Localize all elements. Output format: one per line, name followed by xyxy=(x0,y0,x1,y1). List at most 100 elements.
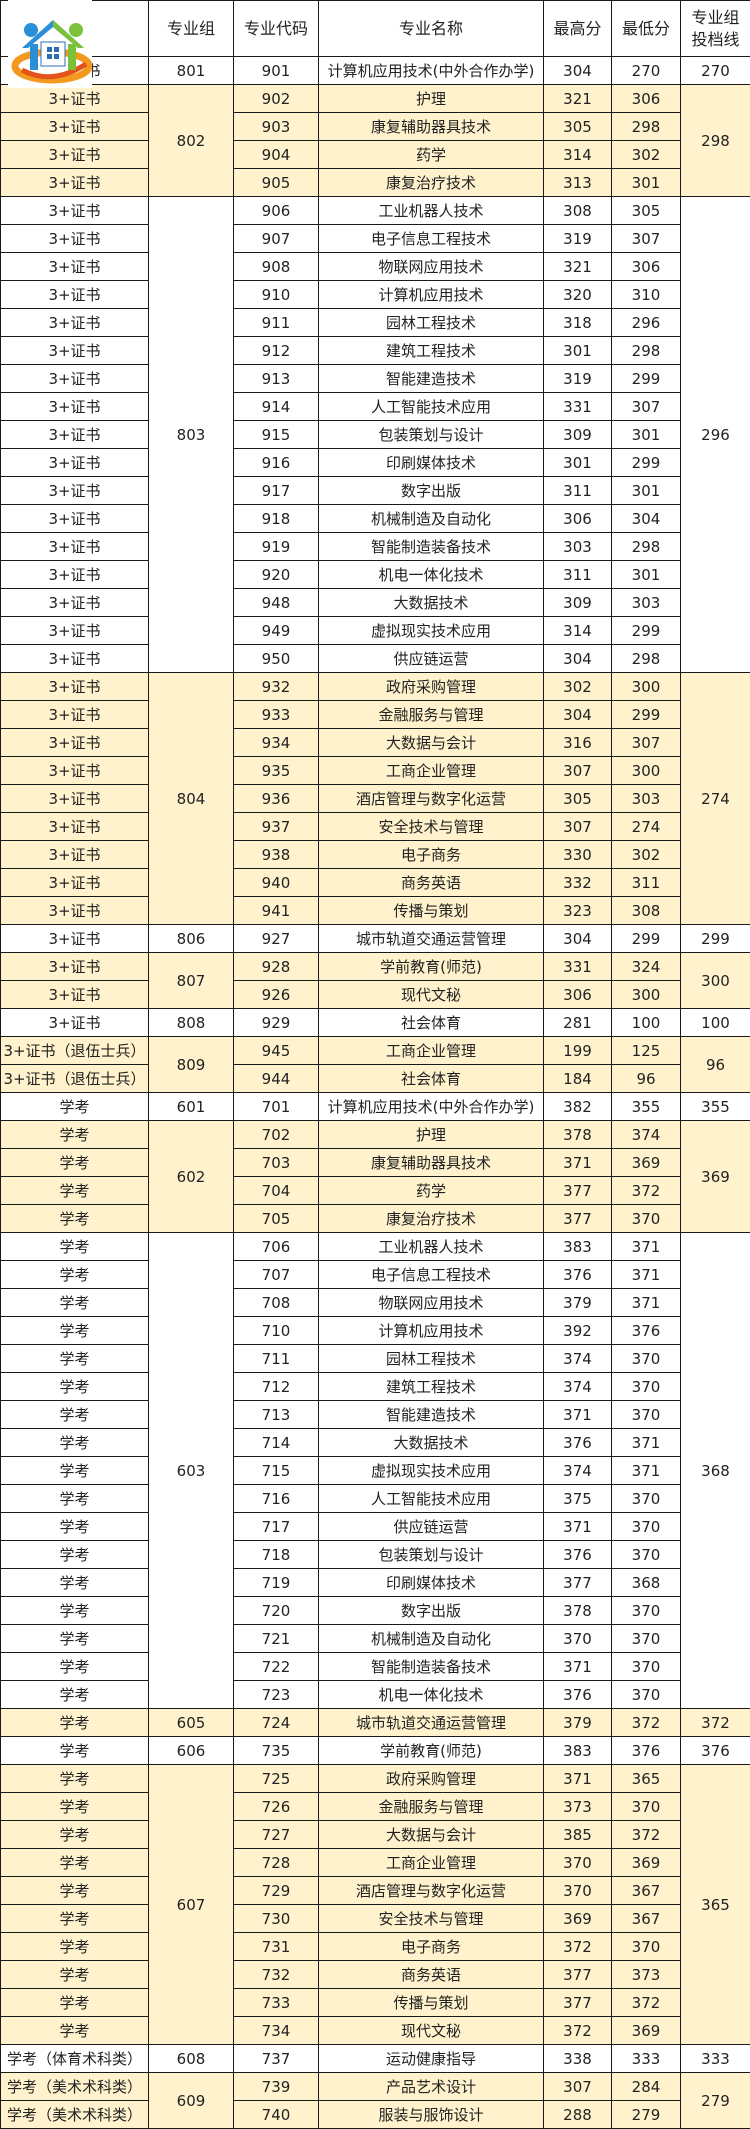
max-score-cell: 319 xyxy=(544,365,612,393)
major-name-cell: 药学 xyxy=(319,141,544,169)
min-score-cell: 274 xyxy=(612,813,681,841)
major-name-cell: 酒店管理与数字化运营 xyxy=(319,1877,544,1905)
min-score-cell: 370 xyxy=(612,1513,681,1541)
max-score-cell: 374 xyxy=(544,1345,612,1373)
group-cell: 803 xyxy=(149,197,234,673)
min-score-cell: 306 xyxy=(612,85,681,113)
code-cell: 941 xyxy=(234,897,319,925)
major-name-cell: 学前教育(师范) xyxy=(319,953,544,981)
category-cell: 学考 xyxy=(1,1821,149,1849)
category-cell: 3+证书 xyxy=(1,729,149,757)
max-score-cell: 379 xyxy=(544,1289,612,1317)
max-score-cell: 332 xyxy=(544,869,612,897)
major-name-cell: 服装与服饰设计 xyxy=(319,2101,544,2129)
code-cell: 707 xyxy=(234,1261,319,1289)
category-cell: 学考 xyxy=(1,1345,149,1373)
max-score-cell: 301 xyxy=(544,337,612,365)
cutoff-cell: 300 xyxy=(681,953,750,1009)
min-score-cell: 369 xyxy=(612,2017,681,2045)
min-score-cell: 307 xyxy=(612,393,681,421)
max-score-cell: 377 xyxy=(544,1569,612,1597)
max-score-cell: 303 xyxy=(544,533,612,561)
code-cell: 907 xyxy=(234,225,319,253)
code-cell: 929 xyxy=(234,1009,319,1037)
max-score-cell: 378 xyxy=(544,1121,612,1149)
code-cell: 945 xyxy=(234,1037,319,1065)
max-score-cell: 306 xyxy=(544,505,612,533)
category-cell: 学考 xyxy=(1,1373,149,1401)
min-score-cell: 370 xyxy=(612,1597,681,1625)
code-cell: 703 xyxy=(234,1149,319,1177)
min-score-cell: 372 xyxy=(612,1989,681,2017)
min-score-cell: 300 xyxy=(612,757,681,785)
max-score-cell: 372 xyxy=(544,2017,612,2045)
code-cell: 948 xyxy=(234,589,319,617)
min-score-cell: 296 xyxy=(612,309,681,337)
max-score-cell: 376 xyxy=(544,1541,612,1569)
min-score-cell: 299 xyxy=(612,617,681,645)
category-cell: 学考 xyxy=(1,1933,149,1961)
group-cell: 804 xyxy=(149,673,234,925)
major-name-cell: 机电一体化技术 xyxy=(319,561,544,589)
group-cell: 606 xyxy=(149,1737,234,1765)
min-score-cell: 370 xyxy=(612,1653,681,1681)
code-cell: 944 xyxy=(234,1065,319,1093)
category-cell: 学考 xyxy=(1,1121,149,1149)
category-cell: 学考 xyxy=(1,1793,149,1821)
category-cell: 3+证书 xyxy=(1,85,149,113)
max-score-cell: 308 xyxy=(544,197,612,225)
major-name-cell: 康复治疗技术 xyxy=(319,169,544,197)
header-min: 最低分 xyxy=(612,1,681,57)
major-name-cell: 金融服务与管理 xyxy=(319,701,544,729)
category-cell: 3+证书 xyxy=(1,421,149,449)
min-score-cell: 308 xyxy=(612,897,681,925)
group-cell: 602 xyxy=(149,1121,234,1233)
group-cell: 807 xyxy=(149,953,234,1009)
major-name-cell: 虚拟现实技术应用 xyxy=(319,617,544,645)
major-name-cell: 药学 xyxy=(319,1177,544,1205)
group-cell: 802 xyxy=(149,85,234,197)
code-cell: 911 xyxy=(234,309,319,337)
code-cell: 920 xyxy=(234,561,319,589)
cutoff-cell: 298 xyxy=(681,85,750,197)
max-score-cell: 377 xyxy=(544,1961,612,1989)
group-cell: 806 xyxy=(149,925,234,953)
max-score-cell: 321 xyxy=(544,85,612,113)
category-cell: 学考 xyxy=(1,1765,149,1793)
max-score-cell: 288 xyxy=(544,2101,612,2129)
category-cell: 学考 xyxy=(1,1597,149,1625)
code-cell: 716 xyxy=(234,1485,319,1513)
major-name-cell: 建筑工程技术 xyxy=(319,1373,544,1401)
major-name-cell: 护理 xyxy=(319,1121,544,1149)
min-score-cell: 370 xyxy=(612,1485,681,1513)
code-cell: 719 xyxy=(234,1569,319,1597)
category-cell: 学考（美术术科类） xyxy=(1,2101,149,2129)
code-cell: 927 xyxy=(234,925,319,953)
category-cell: 3+证书 xyxy=(1,393,149,421)
max-score-cell: 379 xyxy=(544,1709,612,1737)
cutoff-cell: 299 xyxy=(681,925,750,953)
category-cell: 3+证书 xyxy=(1,813,149,841)
min-score-cell: 371 xyxy=(612,1457,681,1485)
category-cell: 3+证书 xyxy=(1,449,149,477)
major-name-cell: 智能建造技术 xyxy=(319,1401,544,1429)
major-name-cell: 运动健康指导 xyxy=(319,2045,544,2073)
category-cell: 学考 xyxy=(1,1625,149,1653)
min-score-cell: 301 xyxy=(612,169,681,197)
group-cell: 603 xyxy=(149,1233,234,1709)
code-cell: 730 xyxy=(234,1905,319,1933)
